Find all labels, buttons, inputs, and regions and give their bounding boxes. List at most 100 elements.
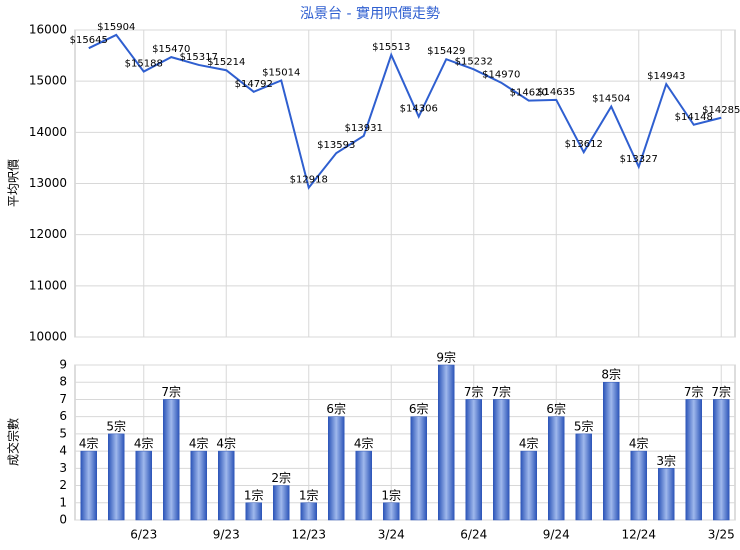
- y-axis-label: 成交宗數: [6, 418, 21, 466]
- value-label: 7宗: [464, 384, 484, 399]
- y-tick-label: 2: [59, 478, 67, 492]
- y-tick-label: 16000: [29, 23, 67, 37]
- value-label: 1宗: [299, 487, 319, 502]
- value-label: 1宗: [244, 487, 264, 502]
- value-label: 3宗: [656, 453, 676, 468]
- value-label: $14635: [537, 87, 575, 98]
- y-tick-label: 14000: [29, 125, 67, 139]
- value-label: $13931: [345, 123, 383, 134]
- value-label: 6宗: [326, 401, 346, 416]
- value-label: $15513: [372, 42, 410, 53]
- y-tick-label: 5: [59, 426, 67, 440]
- value-label: 4宗: [134, 436, 154, 451]
- value-label: 1宗: [381, 487, 401, 502]
- y-tick-label: 11000: [29, 278, 67, 292]
- bar: [520, 450, 537, 521]
- bar: [548, 416, 565, 521]
- x-tick-label: 3/24: [378, 528, 405, 542]
- y-tick-label: 7: [59, 392, 67, 406]
- value-label: $12918: [290, 175, 328, 186]
- value-label: 7宗: [684, 384, 704, 399]
- value-label: $15429: [427, 46, 465, 57]
- y-tick-label: 4: [59, 444, 67, 458]
- bar: [383, 502, 400, 521]
- value-label: $14504: [592, 94, 630, 105]
- value-label: 2宗: [271, 470, 291, 485]
- bar: [245, 502, 262, 521]
- y-tick-label: 9: [59, 358, 67, 372]
- x-tick-label: 9/23: [213, 528, 240, 542]
- y-tick-label: 6: [59, 409, 67, 423]
- value-label: $14306: [400, 104, 438, 115]
- value-label: $15232: [455, 56, 493, 67]
- value-label: $13593: [317, 140, 355, 151]
- bar: [355, 450, 372, 521]
- y-tick-label: 0: [59, 513, 67, 527]
- value-label: 4宗: [629, 436, 649, 451]
- x-tick-label: 3/25: [708, 528, 735, 542]
- value-label: 4宗: [216, 436, 236, 451]
- value-label: $14792: [235, 79, 273, 90]
- value-label: $15188: [125, 59, 163, 70]
- value-label: 4宗: [519, 436, 539, 451]
- bar: [438, 364, 455, 521]
- value-label: $14620: [510, 88, 548, 99]
- value-label: $15645: [70, 35, 108, 46]
- value-label: 8宗: [601, 367, 621, 382]
- value-label: $15317: [180, 52, 218, 63]
- value-label: 6宗: [409, 401, 429, 416]
- bar: [603, 381, 620, 521]
- bar: [135, 450, 152, 521]
- bar: [80, 450, 97, 521]
- bar: [328, 416, 345, 521]
- y-tick-label: 8: [59, 375, 67, 389]
- value-label: $13327: [620, 154, 658, 165]
- y-tick-label: 15000: [29, 74, 67, 88]
- value-label: $14285: [702, 105, 740, 116]
- bar: [300, 502, 317, 521]
- value-label: 5宗: [574, 418, 594, 433]
- bar: [108, 433, 125, 521]
- value-label: $13612: [565, 139, 603, 150]
- x-tick-label: 6/24: [460, 528, 487, 542]
- x-tick-label: 12/23: [291, 528, 326, 542]
- bar: [465, 399, 482, 521]
- y-tick-label: 10000: [29, 330, 67, 344]
- value-label: $14148: [675, 112, 713, 123]
- bar: [575, 433, 592, 521]
- value-label: 4宗: [354, 436, 374, 451]
- value-label: $15014: [262, 67, 300, 78]
- bar: [190, 450, 207, 521]
- y-tick-label: 13000: [29, 176, 67, 190]
- value-label: 9宗: [436, 350, 456, 365]
- value-label: $15214: [207, 57, 245, 68]
- value-label: 6宗: [546, 401, 566, 416]
- bar: [713, 399, 730, 521]
- bar: [493, 399, 510, 521]
- bar: [658, 468, 675, 521]
- x-tick-label: 6/23: [130, 528, 157, 542]
- value-label: $15904: [97, 22, 135, 33]
- value-label: 7宗: [161, 384, 181, 399]
- value-label: $14943: [647, 71, 685, 82]
- value-label: 4宗: [189, 436, 209, 451]
- bar: [163, 399, 180, 521]
- chart-title: 泓景台 - 實用呎價走勢: [300, 5, 440, 22]
- value-label: 4宗: [79, 436, 99, 451]
- y-tick-label: 12000: [29, 227, 67, 241]
- bar: [685, 399, 702, 521]
- value-label: $15470: [152, 44, 190, 55]
- value-label: $14970: [482, 70, 520, 81]
- bar: [410, 416, 427, 521]
- x-tick-label: 9/24: [543, 528, 570, 542]
- value-label: 7宗: [491, 384, 511, 399]
- bar: [218, 450, 235, 521]
- line: [88, 33, 722, 190]
- y-tick-label: 1: [59, 495, 67, 509]
- bar: [630, 450, 647, 521]
- y-axis-label: 平均呎價: [7, 159, 21, 207]
- y-tick-label: 3: [59, 461, 67, 475]
- value-label: 5宗: [106, 418, 126, 433]
